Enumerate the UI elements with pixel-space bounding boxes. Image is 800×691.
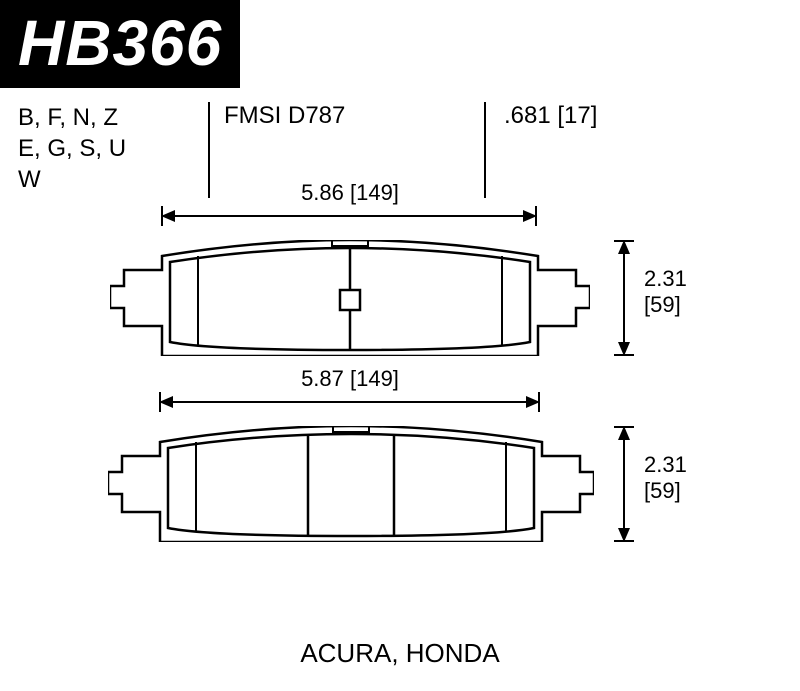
- dim-value: 2.31: [644, 452, 687, 478]
- lower-width-label: 5.87 [149]: [260, 366, 440, 392]
- dim-value-mm: [59]: [644, 478, 687, 504]
- fmsi-code: FMSI D787: [224, 102, 484, 130]
- divider: [208, 102, 210, 198]
- upper-width-arrow: [161, 206, 537, 226]
- lower-brake-pad: [108, 426, 594, 542]
- compound-line: E, G, S, U: [18, 133, 208, 164]
- compound-line: W: [18, 164, 208, 195]
- part-number: HB366: [18, 6, 222, 80]
- part-header: HB366: [0, 0, 240, 88]
- upper-height-arrow: [614, 240, 634, 356]
- lower-width-arrow: [159, 392, 540, 412]
- upper-height-label: 2.31 [59]: [644, 266, 687, 319]
- lower-height-label: 2.31 [59]: [644, 452, 687, 505]
- thickness-value: .681 [17]: [504, 102, 597, 130]
- vehicle-applications: ACURA, HONDA: [0, 638, 800, 669]
- dim-value-mm: [59]: [644, 292, 687, 318]
- dim-value: 2.31: [644, 266, 687, 292]
- upper-width-label: 5.86 [149]: [260, 180, 440, 206]
- divider: [484, 102, 486, 198]
- upper-brake-pad: [110, 240, 590, 356]
- compound-line: B, F, N, Z: [18, 102, 208, 133]
- compound-codes: B, F, N, Z E, G, S, U W: [18, 102, 208, 196]
- brake-pad-diagram: 5.86 [149] 2.31 [59]: [0, 206, 800, 636]
- lower-height-arrow: [614, 426, 634, 542]
